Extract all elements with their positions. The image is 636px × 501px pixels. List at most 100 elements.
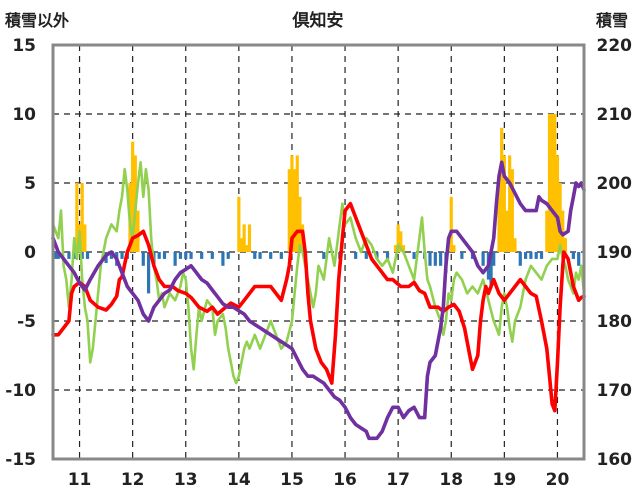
blue-bar <box>460 252 464 259</box>
x-tick-label: 18 <box>439 470 463 490</box>
snowfall-bar <box>80 183 84 252</box>
snowfall-bar <box>290 155 294 252</box>
snowfall-bar <box>287 169 291 252</box>
blue-bar <box>184 252 188 259</box>
snowfall-bar <box>136 210 140 252</box>
blue-bar <box>178 252 183 259</box>
y-left-axis-title: 積雪以外 <box>4 11 69 30</box>
blue-bar <box>428 252 432 266</box>
blue-bar <box>518 252 522 266</box>
blue-bar <box>226 252 230 259</box>
snowfall-bar <box>505 210 509 252</box>
x-tick-label: 16 <box>333 470 357 490</box>
blue-bar <box>189 252 193 259</box>
snowfall-bar <box>393 245 398 252</box>
snowfall-bar <box>497 183 501 252</box>
ticks-layer: 15 10 5 0 -5 -10 -15 220 210 200 190 180 170 160 11 12 1… <box>5 36 632 490</box>
snowfall-bar <box>401 245 406 252</box>
snowfall-bar <box>449 196 453 252</box>
y-left-tick-label: -15 <box>5 450 36 470</box>
snowfall-bar <box>295 155 299 252</box>
blue-bar <box>162 252 167 259</box>
blue-bar <box>269 252 273 259</box>
blue-bar <box>173 252 177 266</box>
x-tick-label: 19 <box>493 470 517 490</box>
blue-bar <box>200 252 204 259</box>
plot-area-frame <box>51 43 586 461</box>
x-tick-label: 20 <box>546 470 570 490</box>
blue-bar <box>54 252 58 259</box>
snowfall-bar <box>510 169 514 252</box>
x-tick-label: 15 <box>280 470 304 490</box>
snowfall-bar <box>399 231 403 252</box>
x-tick-label: 17 <box>386 470 410 490</box>
blue-bar <box>253 252 257 259</box>
snowfall-bar <box>452 245 456 252</box>
x-tick-label: 13 <box>174 470 198 490</box>
blue-bar <box>56 252 60 259</box>
blue-bar <box>109 252 114 259</box>
y-right-tick-label: 160 <box>597 450 633 470</box>
blue-bar <box>85 252 90 259</box>
snowfall-bar <box>553 114 557 252</box>
chart-title: 倶知安 <box>292 10 344 31</box>
snowfall-bar <box>75 183 79 252</box>
y-right-tick-label: 190 <box>597 243 633 263</box>
blue-bar <box>481 252 485 266</box>
blue-bar <box>534 252 538 259</box>
blue-bar <box>120 252 124 259</box>
snowfall-bar <box>508 155 512 252</box>
snowfall-bar <box>245 245 249 252</box>
blue-bar <box>354 252 358 259</box>
blue-bar <box>364 252 368 259</box>
y-left-tick-label: 5 <box>24 174 36 194</box>
blue-bar <box>433 252 437 266</box>
y-right-tick-label: 220 <box>597 36 633 56</box>
y-left-tick-label: -10 <box>5 381 36 401</box>
snowfall-bar <box>555 155 560 252</box>
snowfall-bar <box>247 224 252 252</box>
snowfall-bar <box>298 196 302 252</box>
blue-bar <box>492 252 496 266</box>
lines-layer <box>51 160 586 441</box>
blue-bar <box>146 252 151 294</box>
x-tick-label: 14 <box>227 470 251 490</box>
blue-bar <box>577 252 581 266</box>
green-series-line <box>51 161 586 385</box>
blue-bar <box>258 252 262 259</box>
x-tick-label: 12 <box>121 470 145 490</box>
y-right-axis-title: 積雪 <box>595 11 628 30</box>
x-tick-label: 11 <box>68 470 92 490</box>
y-right-tick-label: 200 <box>597 174 633 194</box>
blue-bar <box>157 252 161 259</box>
blue-bar <box>221 252 225 266</box>
purple-series-line <box>51 160 586 441</box>
blue-bar <box>439 252 443 266</box>
snowfall-bar <box>502 155 506 252</box>
snowfall-bar <box>239 238 244 252</box>
blue-bar <box>80 252 84 259</box>
y-right-tick-label: 180 <box>597 312 633 332</box>
snowfall-bar <box>550 114 554 252</box>
snowfall-bar <box>545 210 549 252</box>
snowfall-bar <box>563 238 568 252</box>
y-left-tick-label: 10 <box>12 105 36 125</box>
y-left-tick-label: -5 <box>17 312 36 332</box>
snowfall-bar <box>558 183 562 252</box>
red-series-line <box>51 201 586 413</box>
snowfall-bar <box>500 127 504 252</box>
blue-bar <box>529 252 533 259</box>
snowfall-bar <box>131 141 135 252</box>
blue-bar <box>279 252 283 259</box>
snowfall-bar <box>237 196 241 252</box>
snowfall-bar <box>83 224 87 252</box>
snowfall-bar <box>513 238 517 252</box>
blue-bar <box>385 252 390 259</box>
snowfall-bar <box>242 224 246 252</box>
snowfall-bar <box>561 210 565 252</box>
blue-bar <box>539 252 544 259</box>
blue-bar <box>412 252 416 259</box>
y-left-tick-label: 15 <box>12 36 36 56</box>
blue-bar <box>523 252 528 259</box>
